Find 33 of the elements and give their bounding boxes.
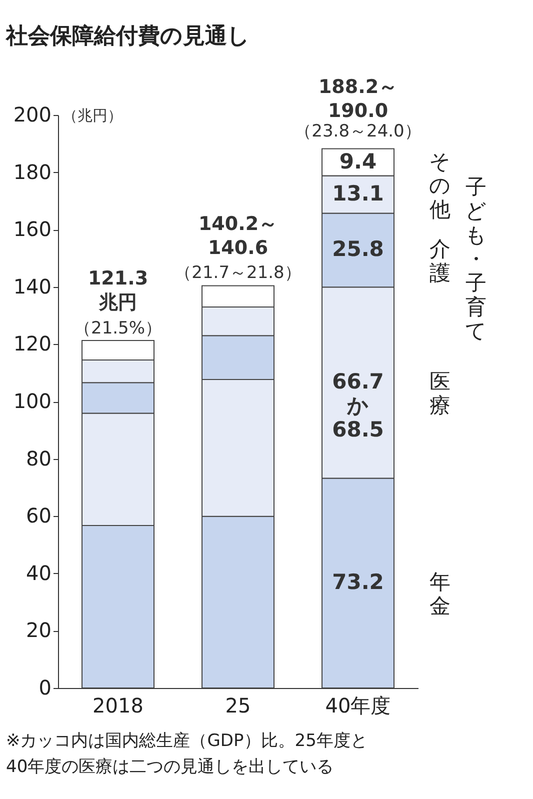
x-tick-label: 2018 xyxy=(92,694,144,718)
y-tick-label: 200 xyxy=(13,102,52,126)
total-label: 188.2～ 190.0 xyxy=(318,76,398,122)
y-tick-label: 40 xyxy=(26,560,52,585)
series-label: 年金 xyxy=(430,570,450,618)
y-tick-label: 80 xyxy=(26,446,52,470)
x-tick-label: 25 xyxy=(225,694,251,718)
y-tick-label: 60 xyxy=(26,504,52,528)
total-label: 140.2～ 140.6 xyxy=(198,212,278,259)
y-axis-title: （兆円） xyxy=(62,106,122,124)
series-label: その他 xyxy=(429,149,451,222)
y-tick-label: 160 xyxy=(13,217,52,242)
annotation: （23.8～24.0） xyxy=(294,122,422,142)
series-label: 介護 xyxy=(430,237,450,286)
text: ※カッコ内は国内総生産（GDP）比。25年度と 40年度の医療は二つの見通しを出している xyxy=(6,731,368,777)
y-tick-label: 140 xyxy=(13,274,52,298)
total-label: 121.3 兆円 xyxy=(88,267,148,314)
data-label: 73.2 xyxy=(332,570,384,594)
series-label: 医療 xyxy=(430,370,450,418)
y-tick-label: 120 xyxy=(13,332,52,356)
annotation: （21.7～21.8） xyxy=(174,263,302,284)
data-label: 25.8 xyxy=(332,237,384,262)
y-tick-label: 0 xyxy=(38,676,52,700)
text: 子ども・子育て xyxy=(465,175,487,344)
data-label: 9.4 xyxy=(339,149,377,174)
data-label: 66.7 か 68.5 xyxy=(332,370,384,442)
y-tick-label: 180 xyxy=(13,160,52,184)
x-tick-label: 40年度 xyxy=(325,694,391,718)
annotation: （21.5%） xyxy=(74,318,162,338)
data-label: 13.1 xyxy=(332,182,384,206)
chart-title: 社会保障給付費の見通し xyxy=(5,22,250,49)
y-tick-label: 100 xyxy=(13,389,52,413)
y-tick-label: 20 xyxy=(26,618,52,642)
